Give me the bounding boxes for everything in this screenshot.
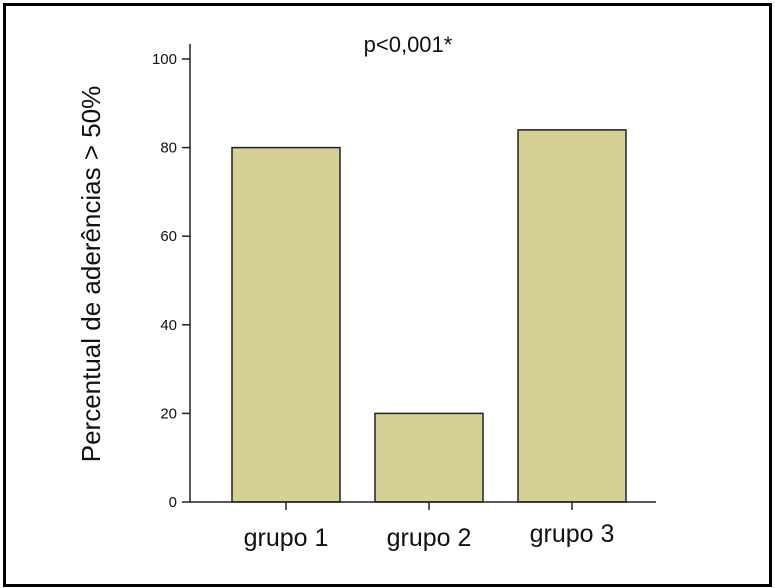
x-ticks-group: grupo 1 grupo 2 grupo 3 xyxy=(244,502,615,552)
y-tick-label: 20 xyxy=(160,405,177,422)
y-tick-label: 80 xyxy=(160,140,177,157)
x-tick-label-2: grupo 2 xyxy=(387,524,472,552)
y-tick-label: 100 xyxy=(152,51,177,68)
x-tick-label-1: grupo 1 xyxy=(244,524,329,552)
bar-1 xyxy=(231,146,341,503)
y-ticks-group: 0 20 40 60 80 100 xyxy=(152,51,190,511)
bar-2 xyxy=(374,412,484,503)
bars-group xyxy=(231,129,627,503)
x-tick-label-3: grupo 3 xyxy=(530,520,615,548)
bar-3 xyxy=(517,129,627,503)
y-tick-label: 40 xyxy=(160,317,177,334)
p-value-annotation: p<0,001* xyxy=(364,32,453,57)
y-tick-label: 0 xyxy=(169,494,177,511)
y-tick-label: 60 xyxy=(160,228,177,245)
y-axis-label: Percentual de aderências > 50% xyxy=(76,86,106,463)
